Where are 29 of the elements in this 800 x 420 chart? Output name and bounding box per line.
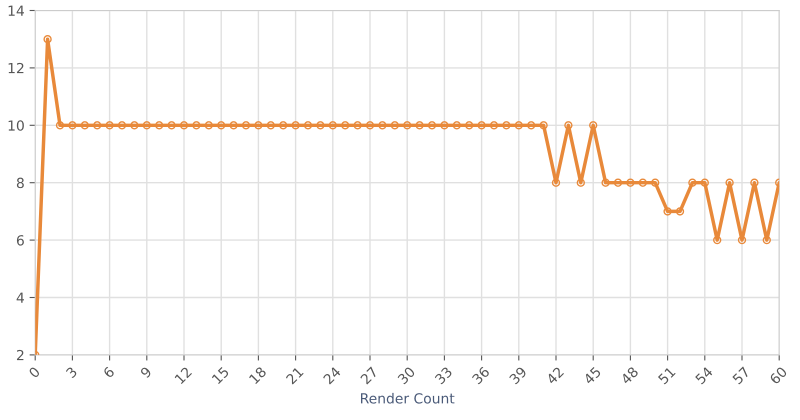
x-tick-label: 24: [322, 366, 342, 385]
x-tick-label: 33: [434, 366, 453, 385]
y-tick-label: 14: [8, 6, 24, 16]
x-tick-label: 57: [732, 366, 750, 385]
x-tick-label: 60: [769, 366, 788, 385]
x-tick-label: 9: [140, 366, 152, 379]
x-tick-label: 48: [620, 366, 639, 385]
x-tick-label: 36: [472, 366, 490, 385]
y-tick-label: 2: [16, 350, 24, 360]
x-axis-title: Render Count: [361, 392, 454, 404]
x-tick-label: 27: [360, 366, 378, 385]
x-tick-label: 12: [174, 366, 192, 384]
x-tick-label: 3: [65, 366, 78, 378]
x-tick-label: 42: [546, 366, 564, 385]
x-tick-label: 0: [28, 366, 41, 379]
x-tick-label: 21: [285, 366, 304, 385]
x-tick-label: 51: [658, 366, 676, 385]
x-tick-label: 6: [102, 366, 115, 378]
x-tick-label: 45: [582, 366, 602, 385]
x-tick-label: 18: [248, 366, 267, 384]
x-tick-label: 39: [508, 366, 528, 385]
x-tick-label: 30: [397, 366, 416, 385]
y-tick-label: 10: [8, 120, 24, 131]
y-tick-label: 6: [16, 235, 24, 246]
x-tick-label: 54: [694, 366, 714, 385]
y-tick-label: 8: [16, 178, 24, 188]
y-tick-label: 4: [16, 292, 24, 303]
y-tick-label: 12: [8, 62, 24, 74]
x-tick-label: 15: [212, 366, 230, 384]
